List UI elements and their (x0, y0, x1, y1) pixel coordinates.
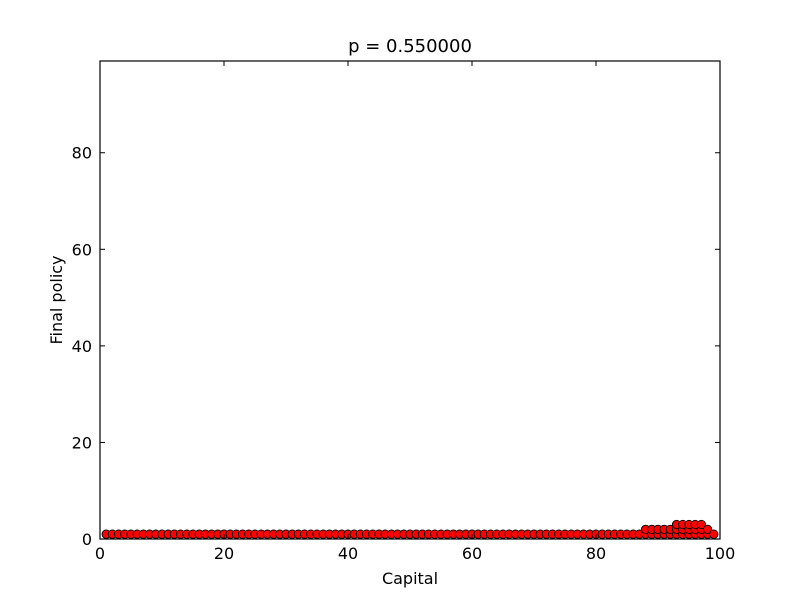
x-tick-label: 100 (705, 544, 736, 563)
data-point (709, 529, 719, 539)
y-tick-label: 40 (72, 337, 92, 356)
plot-frame (99, 60, 721, 540)
y-tick-label: 60 (72, 240, 92, 259)
data-point (702, 524, 713, 534)
chart-title: p = 0.550000 (348, 36, 472, 57)
x-tick-label: 80 (586, 544, 606, 563)
y-axis-label: Final policy (47, 255, 66, 344)
x-axis-label: Capital (382, 569, 438, 588)
x-tick-label: 20 (214, 544, 234, 563)
x-tick-label: 60 (462, 544, 482, 563)
data-point (696, 519, 707, 530)
y-tick-label: 0 (82, 530, 92, 549)
x-tick-label: 0 (95, 544, 105, 563)
y-tick-label: 20 (72, 433, 92, 452)
y-tick-label: 80 (72, 144, 92, 163)
x-tick-label: 40 (338, 544, 358, 563)
plot-area: 0 20 40 60 80 100 0 20 40 60 80 (72, 60, 736, 563)
